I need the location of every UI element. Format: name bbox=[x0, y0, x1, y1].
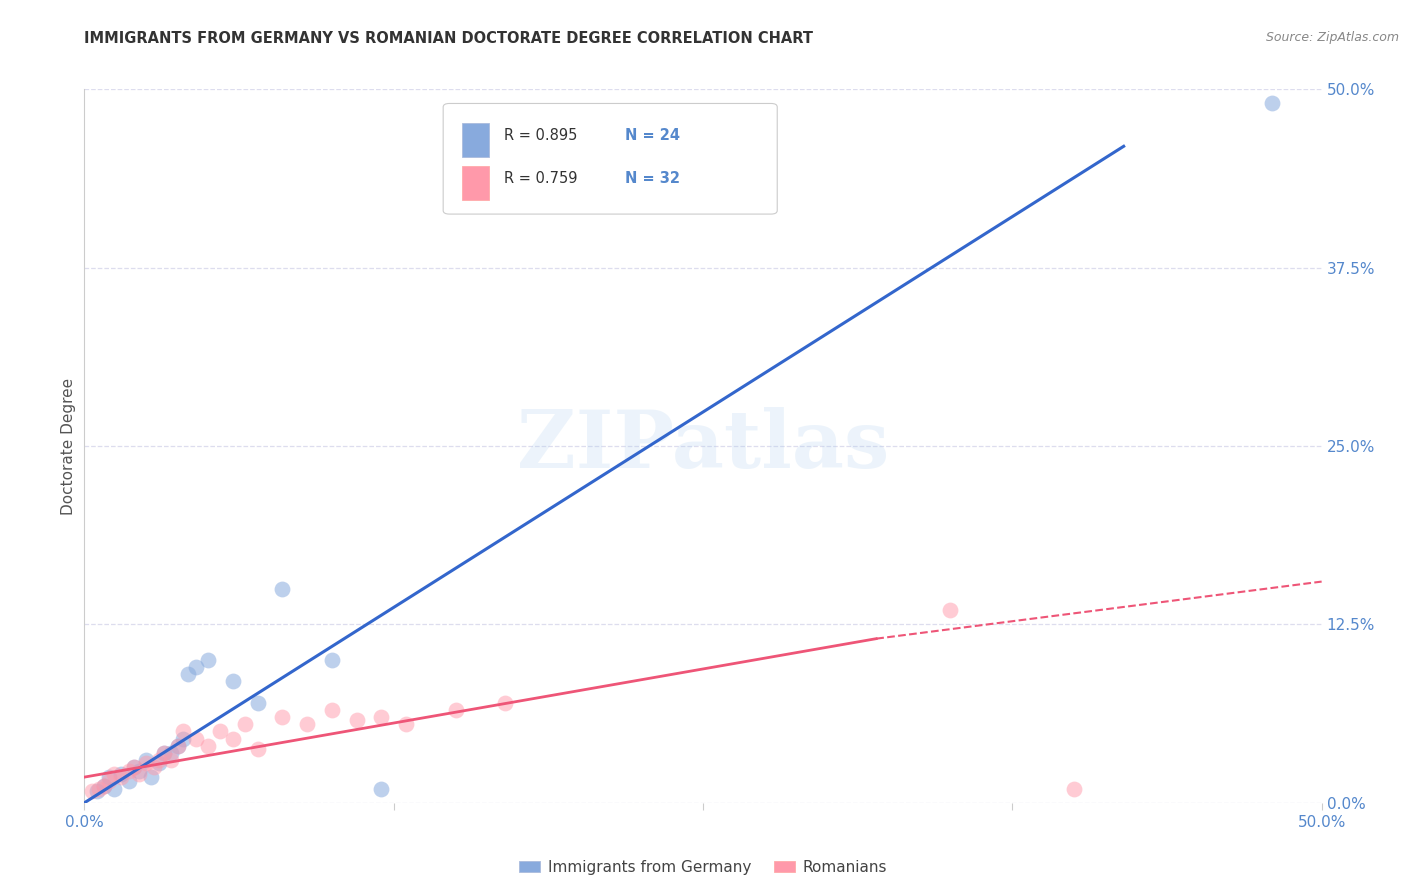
Point bbox=[160, 746, 183, 760]
Text: IMMIGRANTS FROM GERMANY VS ROMANIAN DOCTORATE DEGREE CORRELATION CHART: IMMIGRANTS FROM GERMANY VS ROMANIAN DOCT… bbox=[84, 31, 813, 46]
Point bbox=[98, 770, 121, 784]
Point bbox=[148, 756, 170, 770]
Point bbox=[141, 770, 163, 784]
Point bbox=[135, 753, 157, 767]
Point bbox=[152, 746, 174, 760]
Point bbox=[103, 767, 125, 781]
Legend: Immigrants from Germany, Romanians: Immigrants from Germany, Romanians bbox=[512, 854, 894, 880]
Point bbox=[246, 741, 269, 756]
Point bbox=[1063, 781, 1085, 796]
Point bbox=[122, 760, 145, 774]
Point bbox=[209, 724, 232, 739]
Point bbox=[395, 717, 418, 731]
Point bbox=[197, 653, 219, 667]
Text: R = 0.895: R = 0.895 bbox=[503, 128, 578, 143]
Point bbox=[172, 724, 194, 739]
Text: R = 0.759: R = 0.759 bbox=[503, 171, 578, 186]
Point bbox=[167, 739, 190, 753]
Y-axis label: Doctorate Degree: Doctorate Degree bbox=[60, 377, 76, 515]
Point bbox=[152, 746, 174, 760]
Point bbox=[321, 703, 343, 717]
Point bbox=[110, 767, 132, 781]
Point bbox=[271, 710, 294, 724]
Text: N = 32: N = 32 bbox=[626, 171, 681, 186]
Point bbox=[148, 753, 170, 767]
Bar bbox=[461, 123, 489, 157]
Point bbox=[370, 710, 392, 724]
Point bbox=[160, 753, 183, 767]
Point bbox=[80, 784, 103, 798]
Point bbox=[939, 603, 962, 617]
Point bbox=[128, 764, 150, 779]
Point bbox=[295, 717, 318, 731]
Point bbox=[184, 731, 207, 746]
Point bbox=[128, 767, 150, 781]
Point bbox=[86, 784, 108, 798]
Point bbox=[135, 756, 157, 770]
Point bbox=[222, 674, 245, 689]
Point bbox=[370, 781, 392, 796]
Point bbox=[177, 667, 200, 681]
Point bbox=[346, 713, 368, 727]
Point bbox=[444, 703, 467, 717]
FancyBboxPatch shape bbox=[443, 103, 778, 214]
Point bbox=[246, 696, 269, 710]
Point bbox=[89, 781, 111, 796]
Point bbox=[184, 660, 207, 674]
Point bbox=[93, 779, 115, 793]
Point bbox=[93, 779, 115, 793]
Point bbox=[321, 653, 343, 667]
Text: N = 24: N = 24 bbox=[626, 128, 681, 143]
Point bbox=[103, 781, 125, 796]
Text: ZIPatlas: ZIPatlas bbox=[517, 407, 889, 485]
Point bbox=[172, 731, 194, 746]
Point bbox=[197, 739, 219, 753]
Point bbox=[1261, 96, 1284, 111]
Point bbox=[271, 582, 294, 596]
Point bbox=[167, 739, 190, 753]
Point bbox=[222, 731, 245, 746]
Point bbox=[98, 774, 121, 789]
Point bbox=[122, 760, 145, 774]
Point bbox=[142, 760, 165, 774]
Text: Source: ZipAtlas.com: Source: ZipAtlas.com bbox=[1265, 31, 1399, 45]
Point bbox=[494, 696, 516, 710]
Point bbox=[118, 774, 141, 789]
Point bbox=[118, 764, 141, 779]
Point bbox=[233, 717, 256, 731]
Point bbox=[110, 770, 132, 784]
Bar bbox=[461, 166, 489, 200]
